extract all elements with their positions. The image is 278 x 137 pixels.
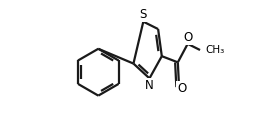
Text: N: N — [145, 79, 153, 92]
Text: S: S — [140, 8, 147, 21]
Text: O: O — [184, 31, 193, 44]
Text: O: O — [177, 82, 186, 95]
Text: CH₃: CH₃ — [205, 45, 224, 55]
